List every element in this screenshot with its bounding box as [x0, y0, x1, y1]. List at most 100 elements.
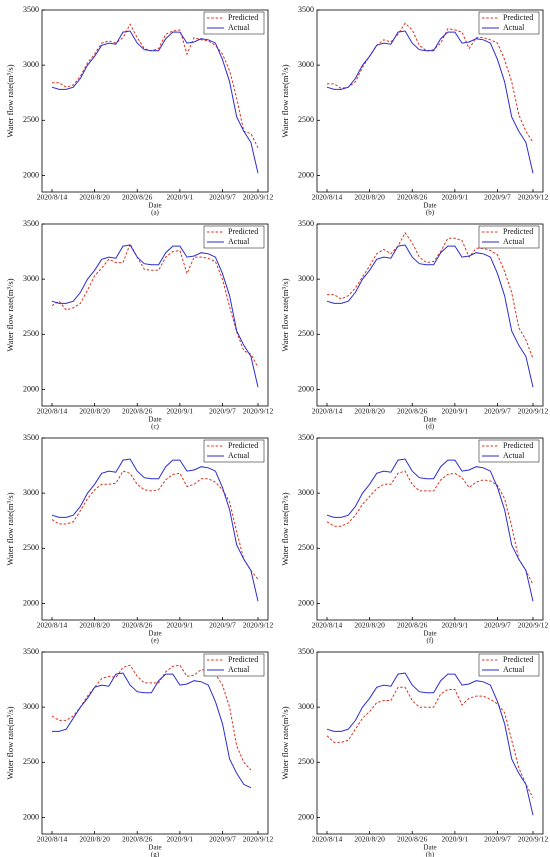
y-tick-label: 2500 — [23, 115, 39, 124]
y-tick-label: 3500 — [23, 219, 39, 228]
legend-label: Predicted — [228, 655, 258, 664]
y-tick-label: 3500 — [298, 5, 314, 14]
x-tick-label: 2020/8/20 — [354, 621, 385, 630]
series-line — [327, 231, 534, 359]
x-tick-label: 2020/8/26 — [397, 835, 428, 844]
x-axis-label: Date — [423, 844, 436, 852]
y-tick-label: 3500 — [23, 647, 39, 656]
x-tick-label: 2020/8/20 — [354, 193, 385, 202]
y-tick-label: 2000 — [298, 384, 314, 393]
x-tick-label: 2020/9/1 — [167, 835, 194, 844]
legend-label: Predicted — [228, 227, 258, 236]
x-tick-label: 2020/9/12 — [518, 407, 549, 416]
series-line — [326, 458, 534, 602]
y-axis-label: Water flow rate(m³/s) — [280, 278, 290, 351]
plot-frame — [316, 9, 544, 193]
x-tick-label: 2020/8/20 — [79, 193, 110, 202]
panel-label: (a) — [151, 209, 159, 217]
legend-label: Actual — [503, 237, 525, 246]
x-tick-label: 2020/8/26 — [397, 621, 428, 630]
y-tick-label: 2000 — [298, 812, 314, 821]
x-tick-label: 2020/8/20 — [354, 835, 385, 844]
x-tick-label: 2020/9/12 — [518, 193, 549, 202]
x-axis-label: Date — [148, 630, 161, 638]
x-tick-label: 2020/9/1 — [442, 193, 469, 202]
legend-label: Predicted — [503, 227, 533, 236]
legend-label: Actual — [228, 23, 250, 32]
x-tick-label: 2020/9/7 — [209, 621, 236, 630]
x-tick-label: 2020/8/26 — [397, 407, 428, 416]
series-line — [51, 30, 259, 174]
y-tick-label: 2000 — [298, 598, 314, 607]
series-line — [327, 22, 534, 143]
y-tick-label: 3000 — [298, 60, 314, 69]
series-line — [52, 672, 252, 789]
series-line — [326, 470, 534, 585]
series-line — [326, 686, 534, 798]
x-tick-label: 2020/8/14 — [37, 193, 68, 202]
x-tick-label: 2020/9/12 — [518, 835, 549, 844]
y-tick-label: 2500 — [298, 329, 314, 338]
legend-label: Actual — [503, 23, 525, 32]
legend-label: Predicted — [228, 441, 258, 450]
x-tick-label: 2020/9/1 — [442, 835, 469, 844]
panel: 2000 2500 3000 3500 2020/8/14 2020/8/20 2020/8… — [5, 647, 274, 857]
x-tick-label: 2020/9/7 — [209, 193, 236, 202]
legend-label: Actual — [228, 665, 250, 674]
panel: 2000 2500 3000 3500 2020/8/14 2020/8/20 2020/8… — [280, 5, 549, 217]
y-tick-label: 3000 — [23, 274, 39, 283]
x-tick-label: 2020/8/26 — [122, 621, 153, 630]
y-axis-label: Water flow rate(m³/s) — [5, 492, 15, 565]
y-tick-label: 3000 — [298, 274, 314, 283]
y-tick-label: 2500 — [23, 329, 39, 338]
y-axis-label: Water flow rate(m³/s) — [280, 64, 290, 137]
y-tick-label: 3500 — [23, 5, 39, 14]
x-tick-label: 2020/9/7 — [484, 835, 511, 844]
x-tick-label: 2020/8/20 — [354, 407, 385, 416]
x-tick-label: 2020/9/12 — [518, 621, 549, 630]
y-tick-label: 2500 — [23, 757, 39, 766]
x-tick-label: 2020/8/26 — [122, 407, 153, 416]
x-tick-label: 2020/9/12 — [243, 407, 274, 416]
y-tick-label: 3000 — [298, 702, 314, 711]
x-axis-label: Date — [423, 202, 436, 210]
series-line — [51, 458, 259, 602]
panel-label: (h) — [426, 851, 435, 857]
x-axis-label: Date — [423, 630, 436, 638]
y-tick-label: 2500 — [23, 543, 39, 552]
x-tick-label: 2020/8/26 — [122, 835, 153, 844]
x-tick-label: 2020/9/12 — [243, 193, 274, 202]
panel: 2000 2500 3000 3500 2020/8/14 2020/8/20 2020/8… — [5, 219, 274, 431]
y-tick-label: 2500 — [298, 757, 314, 766]
plot-frame — [316, 651, 544, 835]
x-tick-label: 2020/9/7 — [209, 407, 236, 416]
y-axis-label: Water flow rate(m³/s) — [5, 64, 15, 137]
x-tick-label: 2020/8/14 — [37, 407, 68, 416]
panel: 2000 2500 3000 3500 2020/8/14 2020/8/20 2020/8… — [280, 433, 549, 645]
series-line — [51, 242, 259, 368]
panel-label: (d) — [426, 423, 435, 431]
y-axis-label: Water flow rate(m³/s) — [5, 278, 15, 351]
x-tick-label: 2020/9/1 — [442, 407, 469, 416]
x-tick-label: 2020/8/20 — [79, 407, 110, 416]
legend-label: Predicted — [503, 655, 533, 664]
series-line — [52, 23, 259, 149]
x-axis-label: Date — [148, 416, 161, 424]
y-tick-label: 3000 — [23, 702, 39, 711]
x-axis-label: Date — [148, 844, 161, 852]
legend-label: Actual — [228, 451, 250, 460]
y-tick-label: 3500 — [298, 219, 314, 228]
y-tick-label: 3000 — [23, 60, 39, 69]
panel-label: (g) — [151, 851, 160, 857]
x-tick-label: 2020/8/20 — [79, 835, 110, 844]
x-tick-label: 2020/8/14 — [312, 407, 343, 416]
series-line — [326, 30, 534, 174]
plot-frame — [41, 9, 269, 193]
y-tick-label: 3000 — [23, 488, 39, 497]
x-tick-label: 2020/8/14 — [312, 193, 343, 202]
series-line — [51, 470, 259, 580]
x-tick-label: 2020/9/7 — [484, 621, 511, 630]
panel-label: (e) — [151, 637, 159, 645]
x-axis-label: Date — [148, 202, 161, 210]
